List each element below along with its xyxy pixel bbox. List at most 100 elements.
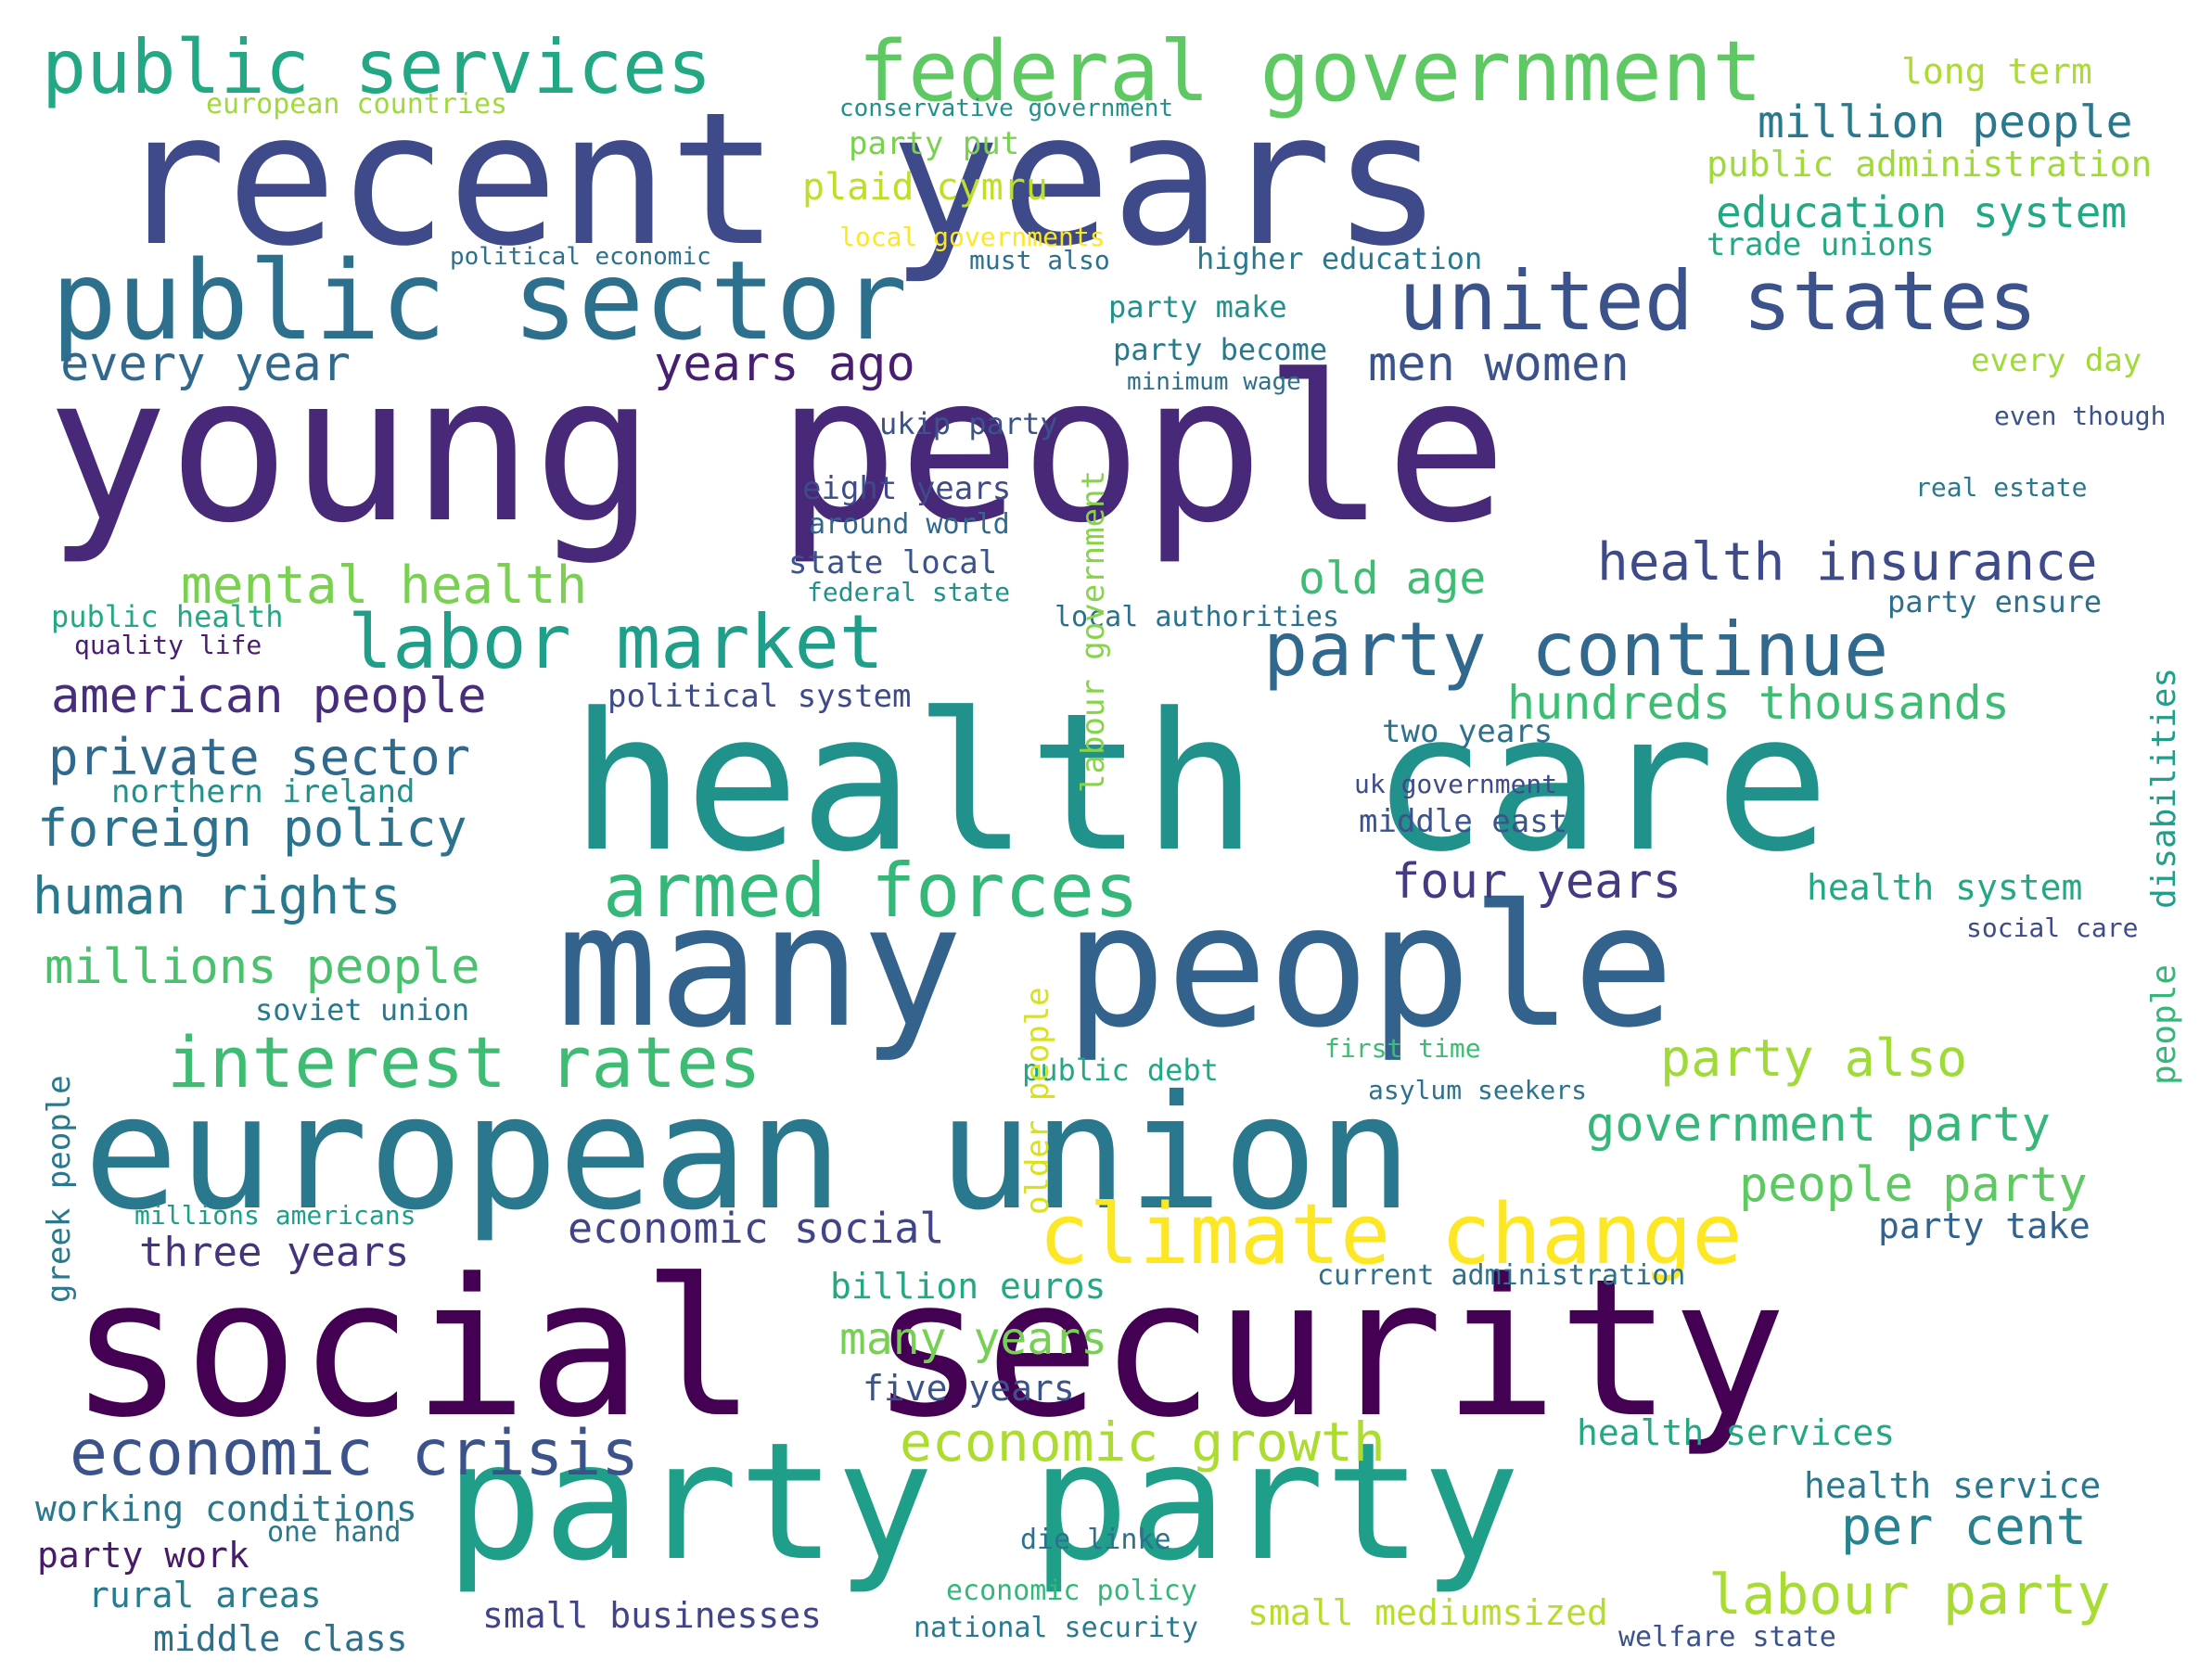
word: state local [788, 544, 997, 581]
word: disabilities [2145, 668, 2183, 909]
word: party take [1878, 1206, 2091, 1246]
word: three years [139, 1229, 409, 1276]
word: rural areas [88, 1575, 322, 1615]
word: local authorities [1055, 601, 1339, 633]
word: labor market [348, 599, 884, 685]
word: every year [60, 337, 351, 392]
word: long term [1901, 51, 2092, 92]
word: public debt [1022, 1053, 1219, 1088]
word: per cent [1841, 1497, 2087, 1556]
word: middle class [153, 1618, 408, 1659]
word: economic crisis [70, 1417, 639, 1490]
word: labour party [1708, 1563, 2110, 1627]
word: european union [83, 1062, 1413, 1245]
word: die linke [1020, 1524, 1171, 1556]
word: small mediumsized [1247, 1592, 1608, 1633]
word: health system [1807, 867, 2082, 908]
word: labour government [1075, 470, 1112, 793]
word: quality life [74, 630, 262, 660]
word: welfare state [1618, 1621, 1836, 1653]
word: armed forces [603, 848, 1139, 934]
word: many people [556, 868, 1674, 1065]
word: federal government [858, 23, 1762, 121]
word: higher education [1196, 241, 1482, 276]
word: one hand [267, 1516, 402, 1549]
word: young people [46, 333, 1507, 568]
word: conservative government [839, 95, 1173, 122]
word: party ensure [1887, 584, 2102, 619]
word: political economic [450, 243, 711, 271]
word: real estate [1915, 472, 2087, 503]
word: hundreds thousands [1507, 676, 2010, 730]
word: mental health [181, 555, 587, 616]
word: soviet union [255, 992, 469, 1027]
word: social security [70, 1239, 1786, 1460]
word: public health [51, 599, 283, 634]
word: national security [914, 1612, 1198, 1644]
word: health service [1804, 1465, 2101, 1506]
word: party make [1108, 289, 1287, 325]
word: people [2145, 964, 2183, 1085]
word: interest rates [167, 1021, 761, 1104]
word: two years [1382, 713, 1553, 750]
word: minimum wage [1127, 368, 1301, 396]
word: middle east [1359, 803, 1567, 840]
word: climate change [1039, 1186, 1743, 1283]
word: social care [1966, 913, 2138, 943]
word: economic social [568, 1204, 944, 1253]
word: economic growth [900, 1410, 1386, 1474]
word: ukip party [879, 406, 1058, 441]
word: party continue [1263, 606, 1888, 693]
word: current administration [1317, 1259, 1685, 1292]
word: party put [849, 125, 1019, 162]
word: eight years [802, 470, 1011, 507]
word: four years [1391, 854, 1681, 910]
word: public sector [51, 236, 908, 364]
word: local governments [839, 222, 1106, 252]
word: health services [1577, 1412, 1895, 1453]
word: must also [969, 245, 1110, 275]
word: trade unions [1707, 226, 1935, 263]
word: people party [1739, 1157, 2088, 1213]
word: older people [1019, 987, 1056, 1215]
word: years ago [654, 337, 915, 392]
word: party become [1113, 332, 1327, 367]
word: recent years [116, 72, 1442, 287]
word: foreign policy [37, 798, 467, 858]
word: party party [445, 1409, 1520, 1597]
word: american people [51, 669, 487, 724]
word: education system [1716, 187, 2127, 237]
word: greek people [41, 1075, 78, 1303]
word: working conditions [35, 1488, 417, 1529]
word: uk government [1354, 769, 1557, 799]
word: many years [839, 1313, 1107, 1365]
word: public services [42, 24, 711, 110]
word: health insurance [1597, 532, 2097, 593]
word: health care [570, 673, 1830, 894]
word: human rights [32, 866, 401, 925]
word: millions people [45, 939, 480, 995]
word: even though [1994, 401, 2166, 431]
word: five years [863, 1368, 1075, 1409]
word: around world [809, 508, 1010, 541]
word: government party [1586, 1097, 2051, 1153]
word: party work [37, 1535, 249, 1576]
word: men women [1368, 337, 1630, 392]
word: european countries [206, 88, 507, 121]
word: united states [1399, 253, 2038, 349]
word: economic policy [946, 1575, 1197, 1607]
word: political system [607, 678, 912, 715]
word: first time [1324, 1033, 1481, 1064]
word: billion euros [830, 1266, 1106, 1307]
word: million people [1758, 96, 2133, 148]
word: asylum seekers [1368, 1075, 1587, 1105]
word: private sector [48, 728, 470, 786]
word: every day [1971, 342, 2142, 379]
word: plaid cymru [802, 166, 1048, 209]
word: old age [1298, 553, 1486, 605]
word: northern ireland [111, 773, 416, 810]
word: small businesses [482, 1595, 822, 1636]
word: millions americans [134, 1200, 416, 1231]
